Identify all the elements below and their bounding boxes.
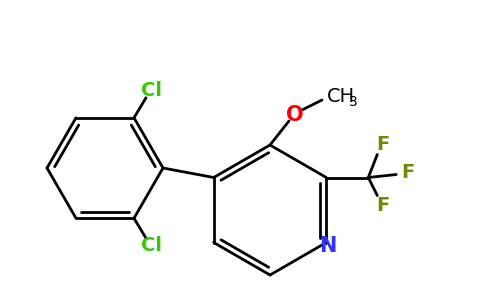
Text: F: F: [377, 196, 390, 215]
Text: 3: 3: [349, 95, 358, 109]
Text: Cl: Cl: [140, 236, 162, 255]
Text: N: N: [319, 236, 337, 256]
Text: F: F: [377, 135, 390, 154]
Text: CH: CH: [327, 88, 355, 106]
Text: Cl: Cl: [140, 81, 162, 100]
Text: O: O: [286, 105, 304, 125]
Text: F: F: [402, 163, 415, 182]
